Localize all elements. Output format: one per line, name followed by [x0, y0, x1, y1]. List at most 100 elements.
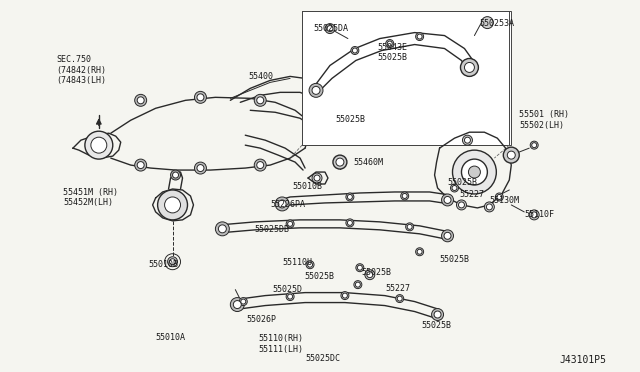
Circle shape — [495, 193, 503, 201]
Text: 55501 (RH)
55502(LH): 55501 (RH) 55502(LH) — [519, 110, 569, 130]
Circle shape — [442, 194, 454, 206]
Circle shape — [286, 293, 294, 301]
Text: 55025B: 55025B — [304, 272, 334, 281]
Circle shape — [444, 196, 451, 203]
Circle shape — [157, 190, 188, 220]
Circle shape — [486, 204, 492, 210]
Text: 55026P: 55026P — [246, 314, 276, 324]
Circle shape — [451, 184, 458, 192]
Circle shape — [357, 265, 362, 270]
Text: 55025D: 55025D — [272, 285, 302, 294]
Circle shape — [348, 195, 353, 199]
Text: 55025B: 55025B — [362, 268, 392, 277]
Circle shape — [465, 62, 474, 73]
Circle shape — [91, 137, 107, 153]
Circle shape — [197, 164, 204, 171]
Text: 55010B: 55010B — [292, 182, 322, 191]
Circle shape — [367, 272, 373, 278]
Text: 55130M: 55130M — [490, 196, 520, 205]
Text: SEC.750
(74842(RH)
(74843(LH): SEC.750 (74842(RH) (74843(LH) — [56, 55, 106, 85]
Circle shape — [434, 311, 441, 318]
Circle shape — [137, 161, 144, 169]
Text: 55025B: 55025B — [447, 178, 477, 187]
Text: 55110(RH)
55111(LH): 55110(RH) 55111(LH) — [258, 334, 303, 354]
Text: 55226PA: 55226PA — [270, 200, 305, 209]
Circle shape — [402, 193, 407, 198]
Circle shape — [531, 212, 537, 218]
Text: 55110F: 55110F — [524, 210, 554, 219]
Text: 55025DA: 55025DA — [313, 23, 348, 33]
Circle shape — [312, 86, 320, 94]
Circle shape — [401, 192, 409, 200]
Circle shape — [325, 23, 335, 33]
Circle shape — [287, 221, 292, 226]
Circle shape — [415, 248, 424, 256]
Circle shape — [468, 166, 481, 178]
Circle shape — [444, 232, 451, 239]
Circle shape — [532, 143, 537, 148]
Circle shape — [234, 301, 241, 308]
Circle shape — [308, 262, 312, 267]
Circle shape — [417, 249, 422, 254]
Circle shape — [257, 161, 264, 169]
Circle shape — [530, 141, 538, 149]
Circle shape — [137, 97, 144, 104]
Circle shape — [348, 220, 353, 225]
Circle shape — [286, 220, 294, 228]
Text: 55025B: 55025B — [335, 115, 365, 124]
Circle shape — [415, 33, 424, 41]
Circle shape — [346, 193, 354, 201]
Circle shape — [254, 94, 266, 106]
Circle shape — [197, 94, 204, 101]
Circle shape — [396, 295, 404, 302]
Circle shape — [241, 299, 246, 304]
Circle shape — [365, 270, 375, 280]
Circle shape — [195, 92, 207, 103]
Circle shape — [417, 34, 422, 39]
Text: 55460M: 55460M — [354, 158, 384, 167]
Circle shape — [164, 197, 180, 213]
Circle shape — [275, 197, 289, 211]
Circle shape — [355, 282, 360, 287]
Circle shape — [170, 259, 175, 265]
Circle shape — [336, 158, 344, 166]
Text: 55025DC: 55025DC — [305, 355, 340, 363]
Circle shape — [327, 26, 333, 32]
Circle shape — [386, 39, 394, 48]
Circle shape — [465, 137, 470, 143]
Circle shape — [351, 46, 359, 54]
Circle shape — [195, 162, 207, 174]
Circle shape — [173, 172, 179, 178]
Circle shape — [397, 296, 402, 301]
Text: 55025B: 55025B — [440, 255, 470, 264]
Circle shape — [354, 280, 362, 289]
Circle shape — [346, 219, 354, 227]
Circle shape — [230, 298, 244, 311]
Circle shape — [239, 298, 247, 305]
Circle shape — [387, 41, 392, 46]
Bar — [302, 11, 511, 145]
Circle shape — [356, 264, 364, 272]
Text: 55010B: 55010B — [148, 260, 179, 269]
Circle shape — [314, 175, 320, 181]
Text: 550253A: 550253A — [479, 19, 515, 28]
Circle shape — [458, 202, 465, 208]
Circle shape — [452, 150, 497, 194]
Circle shape — [134, 159, 147, 171]
Circle shape — [254, 159, 266, 171]
Text: 55400: 55400 — [248, 73, 273, 81]
Circle shape — [168, 257, 177, 267]
Circle shape — [508, 151, 515, 159]
Circle shape — [134, 94, 147, 106]
Text: 55025DB: 55025DB — [254, 225, 289, 234]
Text: 55025B: 55025B — [378, 54, 408, 62]
Circle shape — [456, 200, 467, 210]
Circle shape — [463, 135, 472, 145]
Circle shape — [278, 200, 286, 208]
Text: 55043E: 55043E — [378, 42, 408, 52]
Circle shape — [171, 170, 180, 180]
Circle shape — [341, 292, 349, 299]
Text: 55025B: 55025B — [422, 321, 452, 330]
Circle shape — [342, 293, 348, 298]
Circle shape — [497, 195, 502, 199]
